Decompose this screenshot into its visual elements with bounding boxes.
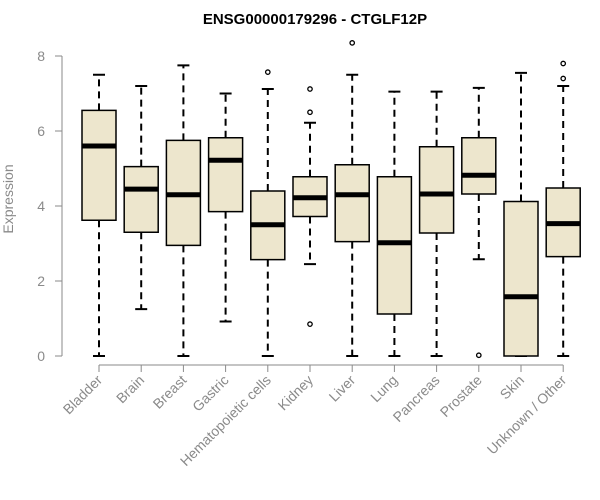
chart-title: ENSG00000179296 - CTGLF12P xyxy=(203,11,427,28)
y-axis: 0 2 4 6 8 xyxy=(37,48,63,364)
x-tick-label: Prostate xyxy=(437,372,485,420)
y-tick-label: 8 xyxy=(37,48,45,64)
iqr-box xyxy=(123,165,159,233)
y-tick-label: 0 xyxy=(37,348,45,364)
box-prostate xyxy=(461,86,497,359)
box-pancreas xyxy=(418,90,455,357)
iqr-box xyxy=(376,176,413,315)
x-tick-label: Liver xyxy=(326,372,359,405)
y-tick-label: 2 xyxy=(37,273,45,289)
box-gastric xyxy=(207,92,244,323)
x-tick-label: Pancreas xyxy=(390,372,443,425)
iqr-box xyxy=(81,109,117,221)
box-kidney xyxy=(292,86,328,327)
x-tick-label: Kidney xyxy=(275,372,317,414)
x-tick-label: Unknown / Other xyxy=(484,372,570,458)
box-brain xyxy=(123,85,159,311)
outlier-point xyxy=(560,75,567,82)
x-tick-label: Lung xyxy=(367,372,400,405)
box-unknown-other xyxy=(545,60,581,357)
outlier-point xyxy=(349,40,356,46)
outlier-point xyxy=(264,69,271,75)
iqr-box xyxy=(207,137,244,213)
y-tick-label: 6 xyxy=(37,123,45,139)
iqr-box xyxy=(334,164,370,243)
x-tick-label: Bladder xyxy=(60,372,106,418)
x-tick-label: Skin xyxy=(497,372,528,403)
box-liver xyxy=(334,40,370,357)
x-tick-label: Brain xyxy=(113,372,147,406)
boxes xyxy=(81,40,581,359)
outlier-point xyxy=(307,86,313,92)
y-tick-label: 4 xyxy=(37,198,45,214)
box-hematopoietic-cells xyxy=(250,69,286,357)
outlier-point xyxy=(475,352,482,359)
box-skin xyxy=(503,71,539,357)
iqr-box xyxy=(461,137,497,195)
box-bladder xyxy=(81,73,117,357)
outlier-point xyxy=(307,109,313,116)
outlier-point xyxy=(560,60,567,67)
iqr-box xyxy=(418,146,455,234)
y-axis-label: Expression xyxy=(0,164,16,233)
iqr-box xyxy=(503,200,539,357)
outlier-point xyxy=(307,321,313,327)
x-tick-label: Breast xyxy=(150,372,190,412)
box-lung xyxy=(376,90,413,357)
box-breast xyxy=(165,64,202,357)
